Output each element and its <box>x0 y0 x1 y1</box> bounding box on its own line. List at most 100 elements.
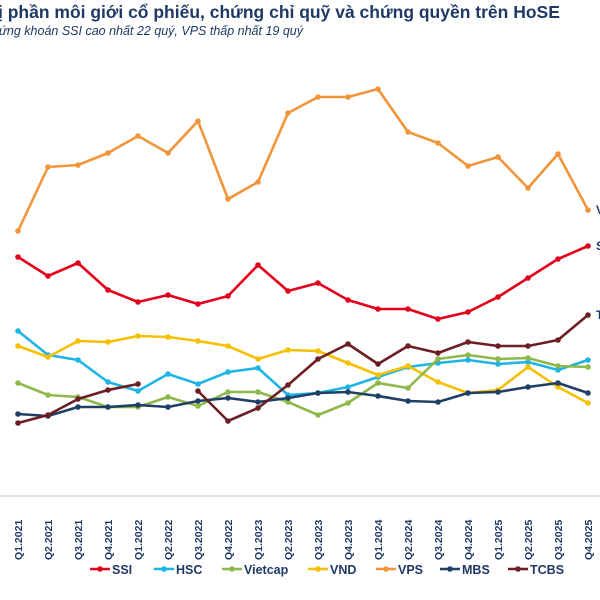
data-point-vietcap <box>225 389 231 395</box>
data-point-ssi <box>15 254 21 260</box>
data-point-ssi <box>525 275 531 281</box>
legend-label-mbs: MBS <box>462 563 490 577</box>
data-point-tcbs <box>405 343 411 349</box>
legend-marker-hsc <box>161 566 167 572</box>
data-point-vps <box>135 133 141 139</box>
data-point-vnd <box>225 343 231 349</box>
data-point-ssi <box>495 294 501 300</box>
data-point-vps <box>585 207 591 213</box>
data-point-mbs <box>465 390 471 396</box>
x-tick-label: Q2.2023 <box>283 520 295 560</box>
data-point-vietcap <box>435 356 441 362</box>
data-point-vnd <box>105 339 111 345</box>
data-point-vps <box>105 150 111 156</box>
legend-label-hsc: HSC <box>176 563 202 577</box>
data-point-ssi <box>375 306 381 312</box>
data-point-vps <box>75 162 81 168</box>
legend-label-tcbs: TCBS <box>530 563 564 577</box>
data-point-hsc <box>555 367 561 373</box>
data-point-vnd <box>405 363 411 369</box>
data-point-hsc <box>345 384 351 390</box>
x-tick-label: Q4.2024 <box>463 520 475 560</box>
data-point-mbs <box>405 398 411 404</box>
data-point-vnd <box>75 338 81 344</box>
data-point-tcbs <box>315 356 321 362</box>
data-point-hsc <box>165 371 171 377</box>
data-point-ssi <box>45 273 51 279</box>
data-point-vietcap <box>315 412 321 418</box>
x-tick-label: Q3.2021 <box>73 520 85 560</box>
data-point-vietcap <box>465 352 471 358</box>
x-tick-label: Q1.2021 <box>13 520 25 560</box>
data-point-vnd <box>45 354 51 360</box>
data-point-tcbs <box>585 312 591 318</box>
data-point-ssi <box>465 309 471 315</box>
data-point-ssi <box>105 287 111 293</box>
data-point-vps <box>15 228 21 234</box>
data-point-tcbs <box>465 339 471 345</box>
series-line-hsc <box>17 329 589 397</box>
series-line-tcbs <box>197 314 589 423</box>
data-point-hsc <box>465 357 471 363</box>
data-point-ssi <box>255 262 261 268</box>
x-tick-label: Q1.2022 <box>133 520 145 560</box>
x-tick-label: Q4.2025 <box>583 520 595 560</box>
data-point-vnd <box>195 338 201 344</box>
data-point-vnd <box>165 334 171 340</box>
data-point-hsc <box>135 388 141 394</box>
data-point-ssi <box>585 243 591 249</box>
data-point-mbs <box>555 380 561 386</box>
data-point-vnd <box>315 348 321 354</box>
data-point-mbs <box>495 389 501 395</box>
data-point-tcbs <box>75 396 81 402</box>
data-point-mbs <box>315 390 321 396</box>
data-point-vietcap <box>285 399 291 405</box>
data-point-mbs <box>435 399 441 405</box>
data-point-vietcap <box>585 364 591 370</box>
data-point-hsc <box>15 328 21 334</box>
data-point-ssi <box>285 288 291 294</box>
data-point-vietcap <box>255 389 261 395</box>
data-point-tcbs <box>555 337 561 343</box>
data-point-vietcap <box>495 356 501 362</box>
data-point-mbs <box>15 411 21 417</box>
data-point-vnd <box>135 333 141 339</box>
data-point-vnd <box>255 356 261 362</box>
data-point-vnd <box>345 360 351 366</box>
data-point-mbs <box>585 390 591 396</box>
data-point-vnd <box>435 379 441 385</box>
data-point-tcbs <box>495 343 501 349</box>
data-point-mbs <box>75 404 81 410</box>
x-tick-label: Q4.2021 <box>103 520 115 560</box>
data-point-ssi <box>345 297 351 303</box>
data-point-vietcap <box>525 355 531 361</box>
data-point-tcbs <box>345 341 351 347</box>
legend-marker-vnd <box>315 566 321 572</box>
data-point-vps <box>555 151 561 157</box>
x-tick-label: Q3.2025 <box>553 520 565 560</box>
data-point-mbs <box>135 402 141 408</box>
x-tick-label: Q2.2022 <box>163 520 175 560</box>
data-point-vietcap <box>45 392 51 398</box>
data-point-tcbs <box>135 381 141 387</box>
data-point-ssi <box>135 299 141 305</box>
data-point-vps <box>435 140 441 146</box>
data-point-vps <box>465 163 471 169</box>
data-point-vps <box>165 150 171 156</box>
data-point-ssi <box>435 316 441 322</box>
chart-subtitle: ứng khoán SSI cao nhất 22 quý, VPS thấp … <box>0 24 303 38</box>
x-tick-label: Q3.2023 <box>313 520 325 560</box>
data-point-mbs <box>375 393 381 399</box>
x-tick-label: Q1.2023 <box>253 520 265 560</box>
legend-label-vnd: VND <box>330 563 356 577</box>
data-point-ssi <box>405 306 411 312</box>
data-point-hsc <box>585 357 591 363</box>
data-point-ssi <box>75 260 81 266</box>
series-line-vnd <box>17 334 589 405</box>
data-point-tcbs <box>15 420 21 426</box>
x-tick-label: Q2.2024 <box>403 520 415 560</box>
x-tick-label: Q2.2021 <box>43 520 55 560</box>
end-label-ssi: SSI <box>596 239 600 253</box>
data-point-tcbs <box>435 350 441 356</box>
